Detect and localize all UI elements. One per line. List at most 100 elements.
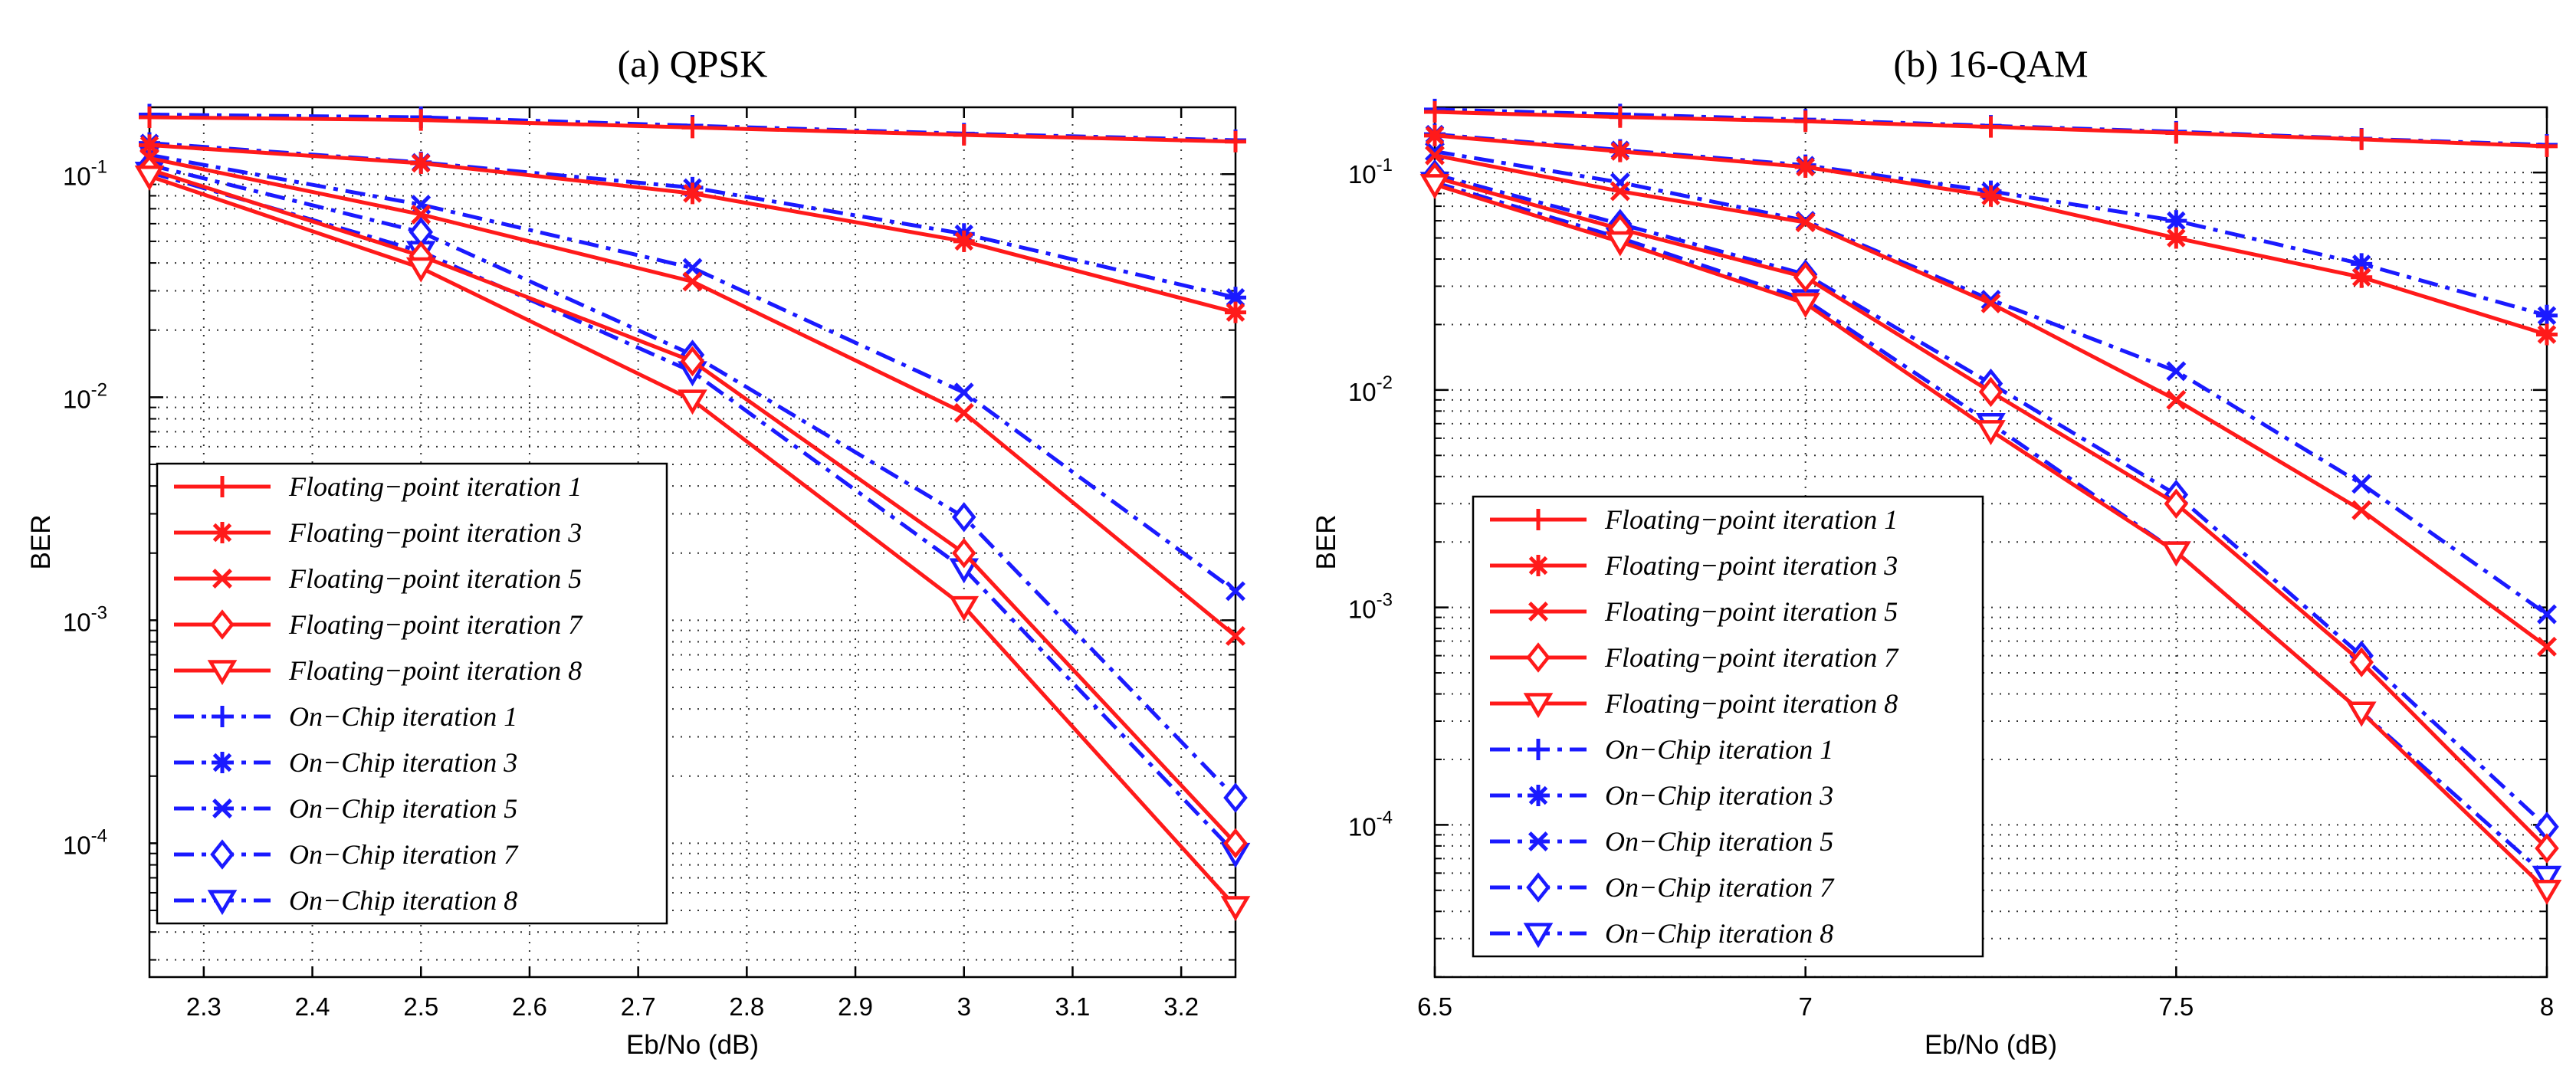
y-axis-label: BER	[1311, 515, 1341, 570]
data-point-star	[2165, 210, 2187, 232]
data-point-plus	[953, 124, 975, 146]
data-point-diamond	[951, 538, 976, 569]
data-point-triangle	[678, 389, 707, 415]
legend-box	[156, 462, 668, 925]
data-point-plus	[1225, 130, 1246, 153]
data-point-x	[1980, 293, 2001, 313]
legend: Floating−point iteration 1 Floating−point…	[1472, 495, 1984, 958]
data-point-plus	[2351, 128, 2373, 150]
legend-marker-plus	[1528, 509, 1549, 530]
x-tick-label: 2.8	[729, 992, 764, 1021]
x-axis-label: Eb/No (dB)	[626, 1030, 759, 1060]
data-point-triangle	[949, 595, 980, 621]
data-point-star	[410, 152, 432, 174]
data-point-diamond	[2164, 488, 2189, 519]
legend-marker-diamond	[1526, 872, 1551, 903]
x-tick-label: 3	[957, 992, 971, 1021]
data-point-diamond	[1978, 376, 2003, 408]
x-tick-label: 7	[1798, 992, 1812, 1021]
legend-marker-plus	[212, 476, 233, 497]
data-point-triangle	[405, 257, 436, 283]
data-point-x	[2351, 474, 2372, 494]
legend-label: Floating−point iteration 5	[288, 563, 582, 594]
legend-label: Floating−point iteration 7	[1604, 642, 1899, 673]
legend-marker-triangle	[1523, 693, 1554, 719]
data-point-diamond	[1223, 782, 1248, 813]
data-point-x	[2537, 636, 2557, 657]
x-tick-label: 2.6	[512, 992, 547, 1021]
data-point-plus	[2165, 122, 2187, 144]
chart-title: (b) 16-QAM	[1893, 42, 2088, 85]
data-point-star	[681, 182, 704, 205]
legend-label: On−Chip iteration 7	[1605, 872, 1835, 903]
data-point-x	[411, 204, 432, 225]
data-point-star	[1225, 287, 1246, 309]
x-tick-label: 2.5	[403, 992, 438, 1021]
x-tick-label: 2.7	[621, 992, 656, 1021]
data-point-star	[1424, 124, 1446, 146]
legend-marker-diamond	[210, 609, 235, 640]
data-point-x	[953, 402, 974, 423]
y-tick-label: 10-3	[63, 602, 107, 636]
data-point-x	[682, 271, 703, 292]
data-point-star	[2351, 253, 2373, 275]
legend-marker-star	[1528, 555, 1549, 576]
data-point-diamond	[2535, 833, 2559, 864]
data-point-star	[2536, 323, 2558, 346]
y-tick-label: 10-2	[1348, 372, 1393, 406]
data-point-star	[2536, 304, 2558, 326]
legend-marker-plus	[212, 706, 233, 727]
data-point-x	[2166, 361, 2187, 382]
legend-marker-triangle	[1523, 923, 1554, 949]
data-point-star	[139, 134, 160, 156]
legend-label: Floating−point iteration 8	[1604, 688, 1898, 719]
legend-label: On−Chip iteration 8	[1605, 918, 1833, 949]
x-tick-label: 8	[2540, 992, 2554, 1021]
data-point-diamond	[951, 502, 976, 533]
plot-frame	[148, 106, 1237, 979]
legend-label: On−Chip iteration 5	[289, 793, 517, 824]
chart-qpsk: 2.3 2.4 2.5 2.6 2.7 2.8 2.9 3 3.1 3.2 10-1 10-2 10-3…	[26, 42, 1251, 1060]
legend-label: Floating−point iteration 1	[1604, 504, 1898, 535]
x-tick-label: 2.9	[838, 992, 873, 1021]
legend-marker-diamond	[1526, 642, 1551, 673]
legend-label: On−Chip iteration 3	[289, 747, 517, 778]
data-point-star	[1794, 156, 1816, 178]
data-point-x	[953, 382, 974, 403]
data-point-star	[1980, 185, 2002, 207]
data-point-diamond	[1223, 828, 1248, 859]
data-point-plus	[1794, 110, 1816, 133]
x-tick-label: 2.4	[295, 992, 330, 1021]
data-point-star	[953, 230, 975, 252]
legend-marker-triangle	[207, 660, 238, 686]
series-layer	[134, 103, 1251, 922]
y-axis-label: BER	[26, 515, 56, 570]
chart-title: (a) QPSK	[618, 42, 768, 85]
legend-label: Floating−point iteration 7	[288, 609, 583, 640]
y-tick-label: 10-2	[63, 379, 107, 413]
legend-box	[1472, 495, 1984, 958]
data-point-plus	[1609, 106, 1631, 128]
legend-label: On−Chip iteration 1	[1605, 734, 1833, 765]
data-point-x	[1425, 145, 1445, 166]
data-point-x	[1226, 625, 1245, 646]
data-point-star	[1609, 140, 1631, 162]
data-point-triangle	[1605, 231, 1636, 257]
data-point-star	[1225, 301, 1246, 323]
data-point-plus	[1980, 116, 2002, 138]
legend-marker-x	[212, 799, 232, 818]
data-point-triangle	[2532, 865, 2562, 891]
legend-label: On−Chip iteration 8	[289, 885, 517, 916]
data-point-x	[1610, 181, 1630, 202]
legend-label: Floating−point iteration 3	[288, 517, 582, 548]
legend-marker-star	[212, 522, 233, 543]
legend-marker-star	[1528, 785, 1549, 806]
series-line	[149, 143, 1236, 315]
x-tick-label: 7.5	[2158, 992, 2194, 1021]
legend-label: Floating−point iteration 5	[1604, 596, 1898, 627]
legend-marker-star	[212, 752, 233, 773]
data-point-triangle	[2346, 701, 2377, 727]
legend-label: On−Chip iteration 5	[1605, 826, 1833, 857]
data-point-x	[2166, 389, 2187, 410]
